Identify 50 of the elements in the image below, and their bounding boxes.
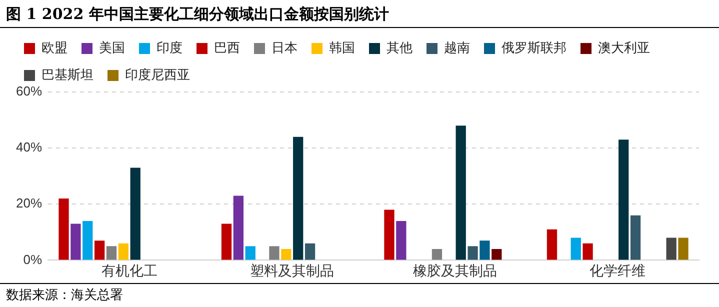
legend-label: 俄罗斯联邦 — [502, 40, 566, 56]
bar — [480, 240, 490, 260]
x-tick-label: 有机化工 — [101, 262, 158, 278]
bar — [618, 140, 629, 260]
bar — [233, 196, 244, 260]
bar — [304, 243, 316, 260]
bar — [492, 248, 502, 260]
bar — [106, 246, 117, 260]
x-tick-label: 化学纤维 — [590, 262, 646, 278]
legend-label: 韩国 — [329, 40, 355, 56]
bar — [570, 238, 581, 260]
bar — [118, 243, 128, 260]
bar — [582, 243, 593, 260]
bar — [58, 198, 69, 260]
x-tick-label: 橡胶及其制品 — [412, 262, 497, 278]
bar — [432, 248, 442, 260]
bar — [70, 224, 81, 260]
bar — [293, 136, 304, 260]
source-note: 数据来源：海关总署 — [0, 283, 719, 307]
bar — [269, 246, 280, 260]
bar — [666, 238, 676, 260]
legend-label: 印度 — [156, 40, 182, 56]
legend-label: 越南 — [444, 40, 470, 56]
bar — [456, 126, 466, 260]
legend-label: 巴基斯坦 — [42, 68, 94, 83]
bar — [468, 246, 478, 260]
bar — [221, 224, 232, 260]
y-tick-label: 20% — [16, 196, 42, 211]
y-tick-label: 60% — [16, 84, 42, 99]
legend-label: 欧盟 — [42, 40, 68, 56]
legend-label: 印度尼西亚 — [125, 66, 190, 83]
bar — [678, 238, 688, 260]
bar — [281, 248, 292, 260]
bar — [245, 246, 256, 260]
legend-label: 澳大利亚 — [598, 40, 650, 56]
bar — [546, 229, 558, 260]
x-tick-label: 塑料及其制品 — [250, 262, 334, 278]
bar — [384, 210, 394, 260]
legend-label: 美国 — [99, 40, 125, 56]
legend-label: 日本 — [272, 40, 298, 56]
bar — [130, 168, 140, 260]
chart-title: 图 1 2022 年中国主要化工细分领域出口金额按国别统计 — [0, 0, 719, 28]
legend-label: 巴西 — [214, 40, 240, 56]
y-tick-label: 0% — [23, 252, 42, 267]
bar — [94, 240, 105, 260]
bar — [630, 215, 641, 260]
legend-label: 其他 — [386, 40, 412, 56]
bar — [396, 220, 406, 260]
bar — [82, 220, 93, 260]
y-tick-label: 40% — [16, 140, 42, 155]
